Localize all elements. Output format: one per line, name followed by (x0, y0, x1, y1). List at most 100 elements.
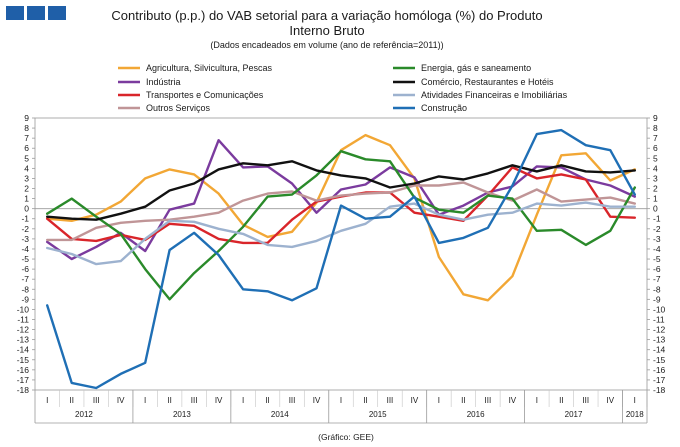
x-year-label: 2017 (565, 410, 583, 419)
y-tick-label-left: 5 (24, 153, 29, 163)
series-line-6 (46, 160, 636, 221)
y-tick-label-right: -7 (653, 274, 661, 284)
series-line-4 (46, 181, 636, 242)
y-tick-label-left: 2 (24, 184, 29, 194)
x-year-label: 2016 (467, 410, 485, 419)
y-axis-left: 9876543210-1-2-3-4-5-6-7-8-9-10-11-12-13… (17, 113, 35, 395)
y-tick-label-left: -4 (21, 244, 29, 254)
series-line-2 (46, 138, 636, 261)
y-tick-label-right: -6 (653, 264, 661, 274)
y-tick-label-left: -14 (17, 345, 30, 355)
y-tick-label-right: -15 (653, 355, 666, 365)
x-quarter-label: I (536, 396, 538, 405)
y-tick-label-left: -18 (17, 385, 30, 395)
y-tick-label-right: -2 (653, 224, 661, 234)
y-tick-label-right: -10 (653, 304, 666, 314)
x-quarter-label: IV (117, 396, 125, 405)
x-quarter-label: I (242, 396, 244, 405)
x-quarter-label: IV (411, 396, 419, 405)
y-tick-label-left: 4 (24, 163, 29, 173)
series-lines (46, 128, 636, 390)
y-tick-label-right: 5 (653, 153, 658, 163)
x-year-label: 2018 (626, 410, 644, 419)
legend-label: Construção (421, 103, 467, 113)
x-year-label: 2012 (75, 410, 93, 419)
x-quarter-label: III (289, 396, 296, 405)
legend: Agricultura, Silvicultura, Pescas Indústr… (118, 63, 568, 113)
x-quarter-label: I (144, 396, 146, 405)
series-line-1 (46, 133, 636, 302)
y-tick-label-left: -2 (21, 224, 29, 234)
y-tick-label-left: 1 (24, 194, 29, 204)
y-tick-label-left: -1 (21, 214, 29, 224)
series-line-8 (46, 128, 636, 390)
y-tick-label-left: -5 (21, 254, 29, 264)
x-quarter-label: III (582, 396, 589, 405)
y-tick-label-right: 6 (653, 143, 658, 153)
y-tick-label-left: -8 (21, 284, 29, 294)
y-tick-label-left: -6 (21, 264, 29, 274)
x-quarter-label: II (461, 396, 465, 405)
y-tick-label-left: 8 (24, 123, 29, 133)
x-quarter-label: IV (215, 396, 223, 405)
x-quarter-label: IV (313, 396, 321, 405)
chart-title-line-2: Interno Bruto (289, 23, 364, 38)
x-quarter-label: III (93, 396, 100, 405)
y-tick-label-right: -16 (653, 365, 666, 375)
y-tick-label-right: -18 (653, 385, 666, 395)
x-quarter-label: II (265, 396, 269, 405)
x-quarter-label: II (559, 396, 563, 405)
legend-label: Energia, gás e saneamento (421, 63, 531, 73)
legend-label: Indústria (146, 77, 181, 87)
y-tick-label-right: -13 (653, 335, 666, 345)
y-tick-label-left: -3 (21, 234, 29, 244)
x-quarter-label: IV (509, 396, 517, 405)
plot-border (34, 117, 648, 391)
y-tick-label-right: 2 (653, 184, 658, 194)
x-quarter-label: III (387, 396, 394, 405)
y-tick-label-right: 8 (653, 123, 658, 133)
y-tick-label-right: 7 (653, 133, 658, 143)
x-year-label: 2015 (369, 410, 387, 419)
x-year-label: 2013 (173, 410, 191, 419)
y-tick-label-left: -13 (17, 335, 30, 345)
y-tick-label-left: -12 (17, 325, 30, 335)
legend-label: Comércio, Restaurantes e Hotéis (421, 77, 554, 87)
y-tick-label-left: -7 (21, 274, 29, 284)
chart-source: (Gráfico: GEE) (318, 432, 374, 442)
y-tick-label-left: -17 (17, 375, 30, 385)
y-tick-label-left: -9 (21, 294, 29, 304)
series-line-7 (46, 201, 636, 266)
y-tick-label-right: -12 (653, 325, 666, 335)
x-quarter-label: I (438, 396, 440, 405)
x-quarter-label: II (363, 396, 367, 405)
y-tick-label-left: 6 (24, 143, 29, 153)
x-quarter-label: II (69, 396, 73, 405)
y-tick-label-left: 3 (24, 173, 29, 183)
x-year-label: 2014 (271, 410, 289, 419)
y-tick-label-left: -11 (17, 314, 29, 324)
y-tick-label-left: 7 (24, 133, 29, 143)
x-axis: I II III IV I II III IV I II III IV I II III IV I II III IV… (34, 390, 648, 424)
x-quarter-label: I (634, 396, 636, 405)
y-tick-label-right: -9 (653, 294, 661, 304)
legend-label: Outros Serviços (146, 103, 211, 113)
y-tick-label-left: 0 (24, 204, 29, 214)
y-tick-label-right: 9 (653, 113, 658, 123)
y-tick-label-left: -16 (17, 365, 30, 375)
y-tick-label-right: -4 (653, 244, 661, 254)
y-tick-label-right: -11 (653, 314, 665, 324)
y-tick-label-left: 9 (24, 113, 29, 123)
y-tick-label-right: -3 (653, 234, 661, 244)
x-quarter-label: III (191, 396, 198, 405)
y-tick-label-right: 4 (653, 163, 658, 173)
publisher-logo (6, 6, 66, 20)
y-tick-label-right: 3 (653, 173, 658, 183)
y-tick-label-left: -15 (17, 355, 30, 365)
series-line-5 (46, 149, 636, 301)
y-tick-label-right: -14 (653, 345, 666, 355)
x-quarter-label: I (340, 396, 342, 405)
y-tick-label-right: -17 (653, 375, 666, 385)
x-quarter-label: I (46, 396, 48, 405)
